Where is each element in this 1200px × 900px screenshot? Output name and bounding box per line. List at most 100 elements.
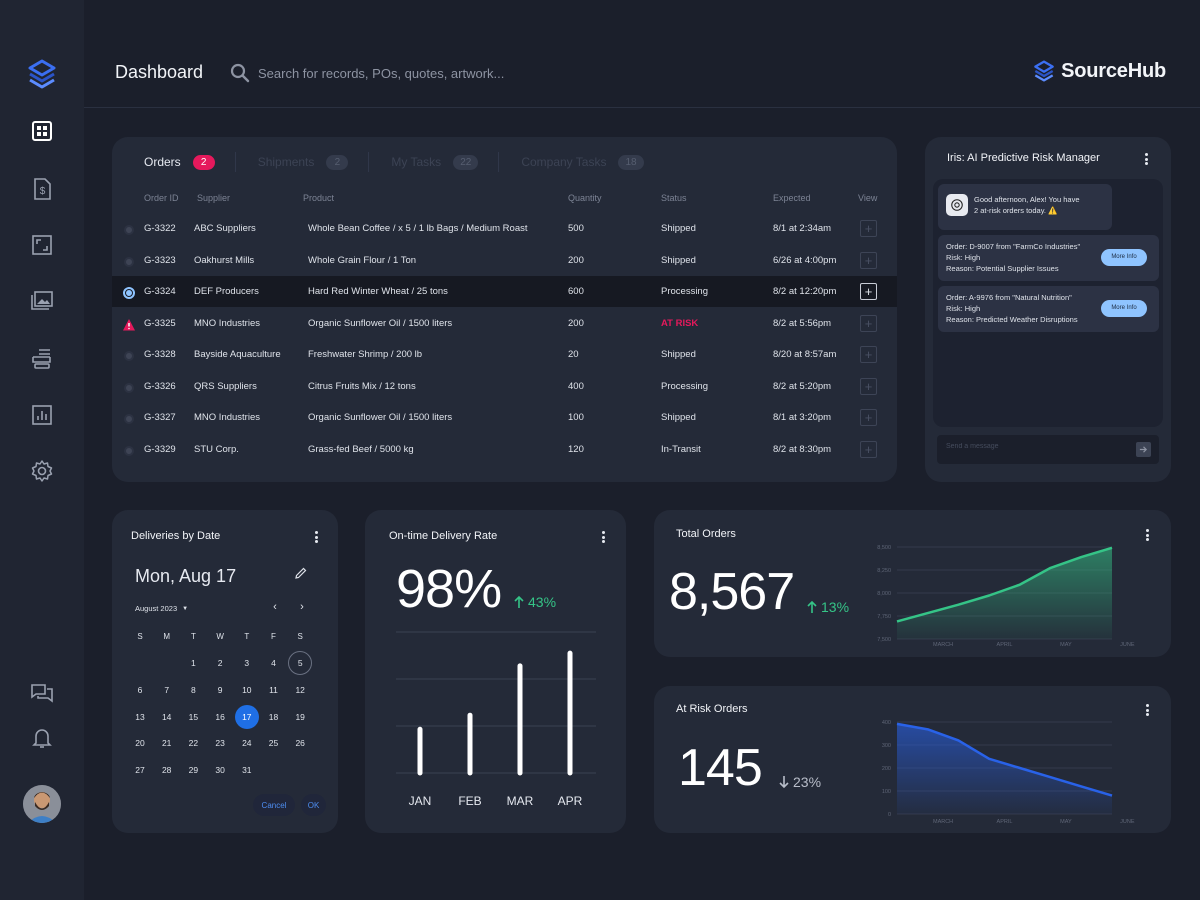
search-bar[interactable] [230, 60, 650, 86]
table-row[interactable]: G-3328 Bayside Aquaculture Freshwater Shri… [112, 339, 897, 370]
total-orders-menu-icon[interactable] [1142, 527, 1152, 543]
calendar-day[interactable]: 24 [242, 738, 252, 749]
brand-logo-icon[interactable] [24, 56, 60, 92]
risk-alert-reason: Reason: Potential Supplier Issues [946, 264, 1059, 273]
otd-menu-icon[interactable] [598, 529, 608, 545]
calendar-day[interactable]: 25 [268, 738, 279, 749]
calendar-day[interactable]: 18 [268, 711, 279, 722]
calendar-day[interactable]: 29 [188, 765, 199, 776]
calendar-day[interactable]: 26 [295, 738, 305, 749]
view-row-plus-button[interactable]: + [860, 251, 877, 269]
table-row[interactable]: G-3323 Oakhurst Mills Whole Grain Flour / … [112, 245, 897, 276]
row-radio[interactable] [122, 412, 136, 426]
table-row[interactable]: G-3324 DEF Producers Hard Red Winter Wheat… [112, 276, 897, 307]
row-radio-selected[interactable] [122, 286, 136, 300]
gear-icon [31, 460, 53, 482]
calendar-day[interactable]: 31 [242, 765, 252, 776]
table-row[interactable]: G-3326 QRS Suppliers Citrus Fruits Mix / 1… [112, 371, 897, 402]
row-radio[interactable] [122, 255, 136, 269]
calendar-day[interactable]: 17 [234, 704, 259, 729]
row-radio[interactable] [122, 444, 136, 458]
calendar-day[interactable]: 19 [295, 711, 305, 722]
send-button[interactable] [1136, 442, 1151, 457]
calendar-ok-button[interactable]: OK [301, 794, 326, 816]
tab-my-tasks[interactable]: My Tasks 22 [391, 152, 500, 172]
calendar-day[interactable]: 23 [215, 738, 225, 749]
calendar-day[interactable]: 1 [191, 658, 196, 668]
tab-orders[interactable]: Orders 2 [144, 152, 236, 172]
column-header-product[interactable]: Product [303, 193, 335, 203]
more-info-button[interactable]: More Info [1101, 300, 1147, 317]
view-row-plus-button[interactable]: + [860, 409, 877, 426]
y-tick-label: 200 [882, 766, 891, 772]
sidebar-item-messages[interactable] [28, 680, 56, 708]
sidebar-item-artwork[interactable] [28, 231, 56, 259]
calendar-day[interactable]: 27 [135, 765, 145, 776]
y-tick-label: 0 [888, 812, 891, 818]
calendar-day[interactable]: 9 [217, 684, 223, 695]
table-row[interactable]: G-3329 STU Corp. Grass-fed Beef / 5000 kg 1… [112, 434, 897, 465]
calendar-cancel-button[interactable]: Cancel [253, 794, 295, 816]
calendar-day[interactable]: 20 [135, 738, 145, 749]
sidebar-item-reports[interactable] [28, 401, 56, 429]
column-header-expected[interactable]: Expected [773, 193, 811, 203]
row-radio[interactable] [122, 381, 136, 395]
message-input[interactable] [946, 443, 1116, 450]
view-row-plus-button[interactable]: + [860, 440, 877, 458]
sidebar-item-settings[interactable] [28, 457, 56, 485]
calendar-day[interactable]: 3 [244, 658, 250, 668]
user-avatar[interactable] [23, 785, 61, 823]
calendar-day[interactable]: 30 [215, 765, 225, 776]
sidebar-item-invoices[interactable]: $ [28, 175, 56, 203]
more-info-button[interactable]: More Info [1101, 249, 1147, 266]
search-input[interactable] [258, 65, 638, 81]
ai-card-menu-icon[interactable] [1141, 151, 1151, 167]
calendar-day[interactable]: 10 [242, 684, 252, 695]
calendar-day[interactable]: 12 [295, 684, 305, 695]
pencil-icon[interactable] [294, 566, 308, 580]
sidebar-item-gallery[interactable] [28, 287, 56, 315]
column-header-quantity[interactable]: Quantity [568, 193, 602, 203]
calendar-day[interactable]: 14 [161, 711, 172, 722]
view-row-plus-button[interactable]: + [860, 220, 877, 237]
cell-supplier: QRS Suppliers [194, 380, 257, 392]
table-row[interactable]: G-3325 MNO Industries Organic Sunflower Oi… [112, 308, 897, 339]
calendar-day[interactable]: 15 [188, 711, 199, 722]
column-header-supplier[interactable]: Supplier [197, 193, 231, 203]
row-radio[interactable] [122, 349, 136, 363]
next-month-button[interactable]: › [300, 601, 304, 613]
calendar-menu-icon[interactable] [311, 529, 321, 545]
tab-shipments[interactable]: Shipments 2 [258, 152, 370, 172]
at-risk-menu-icon[interactable] [1142, 702, 1152, 718]
view-row-plus-button[interactable]: + [860, 314, 877, 332]
at-risk-title: At Risk Orders [676, 703, 748, 715]
calendar-day[interactable]: 16 [215, 711, 225, 722]
calendar-day[interactable]: 2 [217, 658, 223, 668]
tab-count-badge: 22 [453, 154, 479, 170]
table-row[interactable]: G-3327 MNO Industries Organic Sunflower Oi… [112, 402, 897, 433]
column-header-order-id[interactable]: Order ID [144, 193, 179, 203]
calendar-day[interactable]: 7 [164, 684, 170, 695]
tab-company-tasks[interactable]: Company Tasks 18 [521, 152, 663, 172]
calendar-day[interactable]: 21 [161, 738, 172, 749]
view-row-plus-button[interactable]: + [860, 283, 877, 300]
sidebar-item-notifications[interactable] [28, 724, 56, 752]
calendar-day[interactable]: 4 [271, 658, 276, 668]
calendar-day[interactable]: 28 [161, 765, 172, 776]
calendar-day[interactable]: 22 [188, 738, 199, 749]
row-radio[interactable] [122, 223, 136, 237]
calendar-day[interactable]: 8 [191, 684, 196, 695]
view-row-plus-button[interactable]: + [860, 377, 877, 395]
sidebar-item-shipments[interactable] [28, 345, 56, 373]
sidebar-item-dashboard[interactable] [28, 117, 56, 145]
calendar-day[interactable]: 6 [137, 684, 143, 695]
cell-quantity: 100 [568, 412, 584, 423]
prev-month-button[interactable]: ‹ [273, 601, 277, 613]
table-row[interactable]: G-3322 ABC Suppliers Whole Bean Coffee / x… [112, 213, 897, 244]
view-row-plus-button[interactable]: + [860, 346, 877, 363]
column-header-status[interactable]: Status [661, 193, 687, 203]
calendar-day[interactable]: 5 [288, 651, 313, 675]
calendar-day[interactable]: 11 [269, 684, 278, 695]
month-year-selector[interactable]: August 2023 ▼ [135, 604, 188, 613]
calendar-day[interactable]: 13 [135, 711, 145, 722]
